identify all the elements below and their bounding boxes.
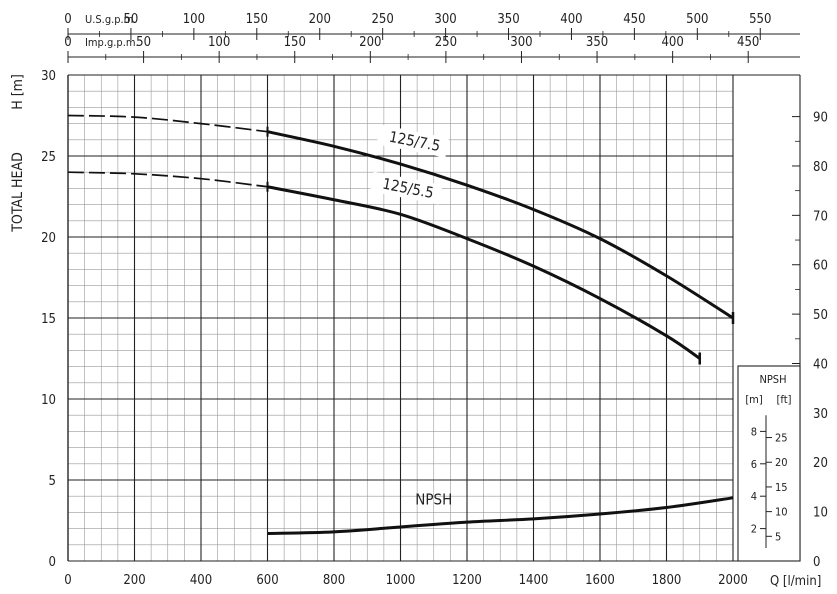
right-axis-tick-label: 0	[813, 555, 820, 570]
right-axis-tick-label: 90	[813, 111, 828, 126]
y-axis: 0 5 10 15 20 25 30	[41, 69, 56, 570]
x-tick-label: 2000	[718, 573, 748, 588]
right-axis-tick-label: 40	[813, 357, 828, 372]
top-axis-tick-label: 300	[510, 35, 532, 50]
y-tick-label: 20	[41, 231, 56, 246]
npsh-inset-m-label: 6	[751, 458, 757, 471]
x-axis-title: Q [l/min]	[770, 574, 821, 589]
x-tick-label: 200	[123, 573, 145, 588]
series-label-bg	[369, 171, 443, 205]
top-axis-tick-label: 150	[246, 12, 268, 27]
npsh-inset-unit-ft: [ft]	[777, 393, 792, 406]
major-grid	[67, 74, 800, 562]
npsh-inset-title: NPSH	[759, 373, 786, 386]
top-axis-tick-label: 200	[359, 35, 381, 50]
top-axis-tick-label: 250	[435, 35, 457, 50]
x-tick-label: 1400	[519, 573, 549, 588]
x-axis: 0 200 400 600 800 1000 1200 1400 1600 1800 2000	[64, 573, 748, 588]
npsh-inset-ft-label: 25	[775, 432, 788, 445]
series-label-bg	[376, 124, 450, 158]
npsh-inset-unit-m: [m]	[745, 393, 763, 406]
right-axis-tick-label: 60	[813, 259, 828, 274]
series-line	[267, 130, 734, 320]
y-tick-label: 30	[41, 69, 56, 84]
series-line	[267, 185, 701, 360]
top-axis-tick-label: 350	[586, 35, 608, 50]
right-axis-tick-label: 80	[813, 160, 828, 175]
top-axis-tick-label: 100	[208, 35, 230, 50]
x-tick-label: 0	[64, 573, 71, 588]
y-axis-title-total-head: TOTAL HEAD	[10, 152, 26, 233]
series-dashed-line	[67, 114, 268, 133]
x-tick-label: 800	[323, 573, 345, 588]
top-axis-tick-label: 400	[560, 12, 582, 27]
series-label: NPSH	[415, 490, 452, 508]
y-tick-label: 5	[49, 474, 56, 489]
x-tick-label: 1200	[452, 573, 482, 588]
right-axis-tick-label: 70	[813, 209, 828, 224]
top-axis-tick-label: 200	[309, 12, 331, 27]
x-tick-label: 1800	[652, 573, 682, 588]
series-dashed-line	[67, 171, 268, 188]
top-axis-unit-label: Imp.g.p.m.	[85, 36, 139, 49]
y-tick-label: 15	[41, 312, 56, 327]
top-axis-tick-label: 250	[371, 12, 393, 27]
npsh-inset-m-label: 8	[751, 425, 757, 438]
right-axis-tick-label: 50	[813, 308, 828, 323]
x-tick-label: 1600	[585, 573, 615, 588]
npsh-inset-ft-label: 5	[775, 530, 781, 543]
top-axis-tick-label: 450	[737, 35, 759, 50]
top-axis-tick-label: 300	[434, 12, 456, 27]
npsh-inset-m-label: 4	[751, 490, 757, 503]
y-axis-title-h: H [m]	[10, 74, 26, 110]
npsh-inset: NPSH [m] [ft] 2 4 6 8 5 10 15 20 25	[737, 365, 801, 562]
top-axis-zero-label: 0	[64, 35, 71, 50]
top-axis-tick-label: 150	[284, 35, 306, 50]
npsh-inset-ft-label: 10	[775, 506, 788, 519]
top-axis-tick-label: 400	[661, 35, 683, 50]
npsh-inset-box	[737, 365, 801, 562]
x-tick-label: 400	[190, 573, 212, 588]
npsh-inset-ft-label: 20	[775, 456, 788, 469]
right-axis-tick-label: 20	[813, 456, 828, 471]
y-tick-label: 25	[41, 150, 56, 165]
top-axis-tick-label: 450	[623, 12, 645, 27]
x-tick-label: 1000	[386, 573, 416, 588]
top-axis-tick-label: 100	[183, 12, 205, 27]
npsh-inset-ft-label: 15	[775, 481, 788, 494]
top-axis-tick-label: 50	[123, 12, 138, 27]
top-axis-unit-label: U.S.g.p.m.	[85, 13, 136, 26]
npsh-inset-m-label: 2	[751, 523, 757, 536]
top-axis-tick-label: 550	[749, 12, 771, 27]
y-tick-label: 0	[49, 555, 56, 570]
right-axis-tick-label: 30	[813, 407, 828, 422]
top-axis-tick-label: 500	[686, 12, 708, 27]
series-line	[267, 496, 734, 535]
right-axis-tick-label: 10	[813, 506, 828, 521]
top-axis-zero-label: 0	[64, 12, 71, 27]
x-tick-label: 600	[256, 573, 278, 588]
y-tick-label: 10	[41, 393, 56, 408]
top-axis-tick-label: 350	[497, 12, 519, 27]
top-axis-tick-label: 50	[136, 35, 151, 50]
